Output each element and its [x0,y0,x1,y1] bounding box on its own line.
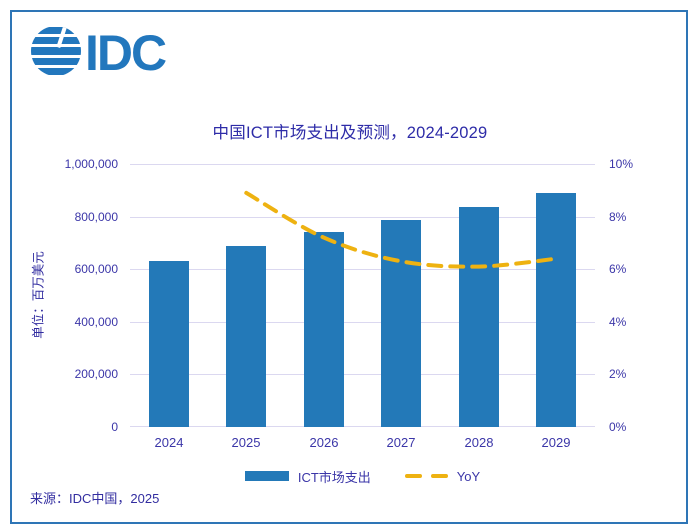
right-tick-2: 6% [609,262,627,276]
right-tick-4: 2% [609,367,627,381]
yoy-line [244,190,559,269]
bar-2024 [149,261,189,427]
idc-logo-text: IDC [85,25,166,78]
plot-area [130,164,595,427]
left-tick-5: 0 [111,420,118,434]
x-label-2026: 2026 [309,435,339,450]
chart-title: 中国ICT市场支出及预测，2024-2029 [212,124,488,142]
bar-2029 [536,193,576,427]
globe-icon [31,26,81,75]
left-axis-ticks: 1,000,000 800,000 600,000 400,000 200,000 0 [0,157,118,434]
legend-line-label: YoY [456,468,481,484]
x-label-2028: 2028 [464,435,494,450]
gridline [130,374,595,375]
bar-2028 [459,207,499,427]
legend-line-swatch [404,474,448,478]
idc-logo: IDC [30,24,170,81]
left-tick-4: 200,000 [74,367,118,381]
left-tick-3: 400,000 [74,315,118,329]
right-tick-5: 0% [609,420,627,434]
gridline [130,217,595,218]
x-label-2024: 2024 [154,435,184,450]
x-label-2027: 2027 [386,435,416,450]
gridline [130,164,595,165]
gridline [130,426,595,427]
legend: ICT市场支出 YoY [130,466,595,486]
gridline [130,322,595,323]
left-tick-0: 1,000,000 [64,157,118,171]
gridline [130,269,595,270]
x-label-2025: 2025 [231,435,261,450]
right-tick-3: 4% [609,315,627,329]
x-axis-labels: 2024 2025 2026 2027 2028 2029 [130,435,595,453]
right-tick-1: 8% [609,210,627,224]
left-tick-1: 800,000 [74,210,118,224]
right-tick-0: 10% [609,157,634,171]
source-note: 来源：IDC中国，2025 [30,491,160,506]
legend-bar-label: ICT市场支出 [297,469,371,485]
legend-bar-swatch [244,471,289,481]
left-tick-2: 600,000 [74,262,118,276]
bar-2027 [381,220,421,427]
right-axis-ticks: 10% 8% 6% 4% 2% 0% [609,157,679,434]
idc-logo-graphic: IDC [31,25,168,81]
bar-2026 [304,232,344,427]
bar-2025 [226,246,266,427]
x-label-2029: 2029 [541,435,571,450]
